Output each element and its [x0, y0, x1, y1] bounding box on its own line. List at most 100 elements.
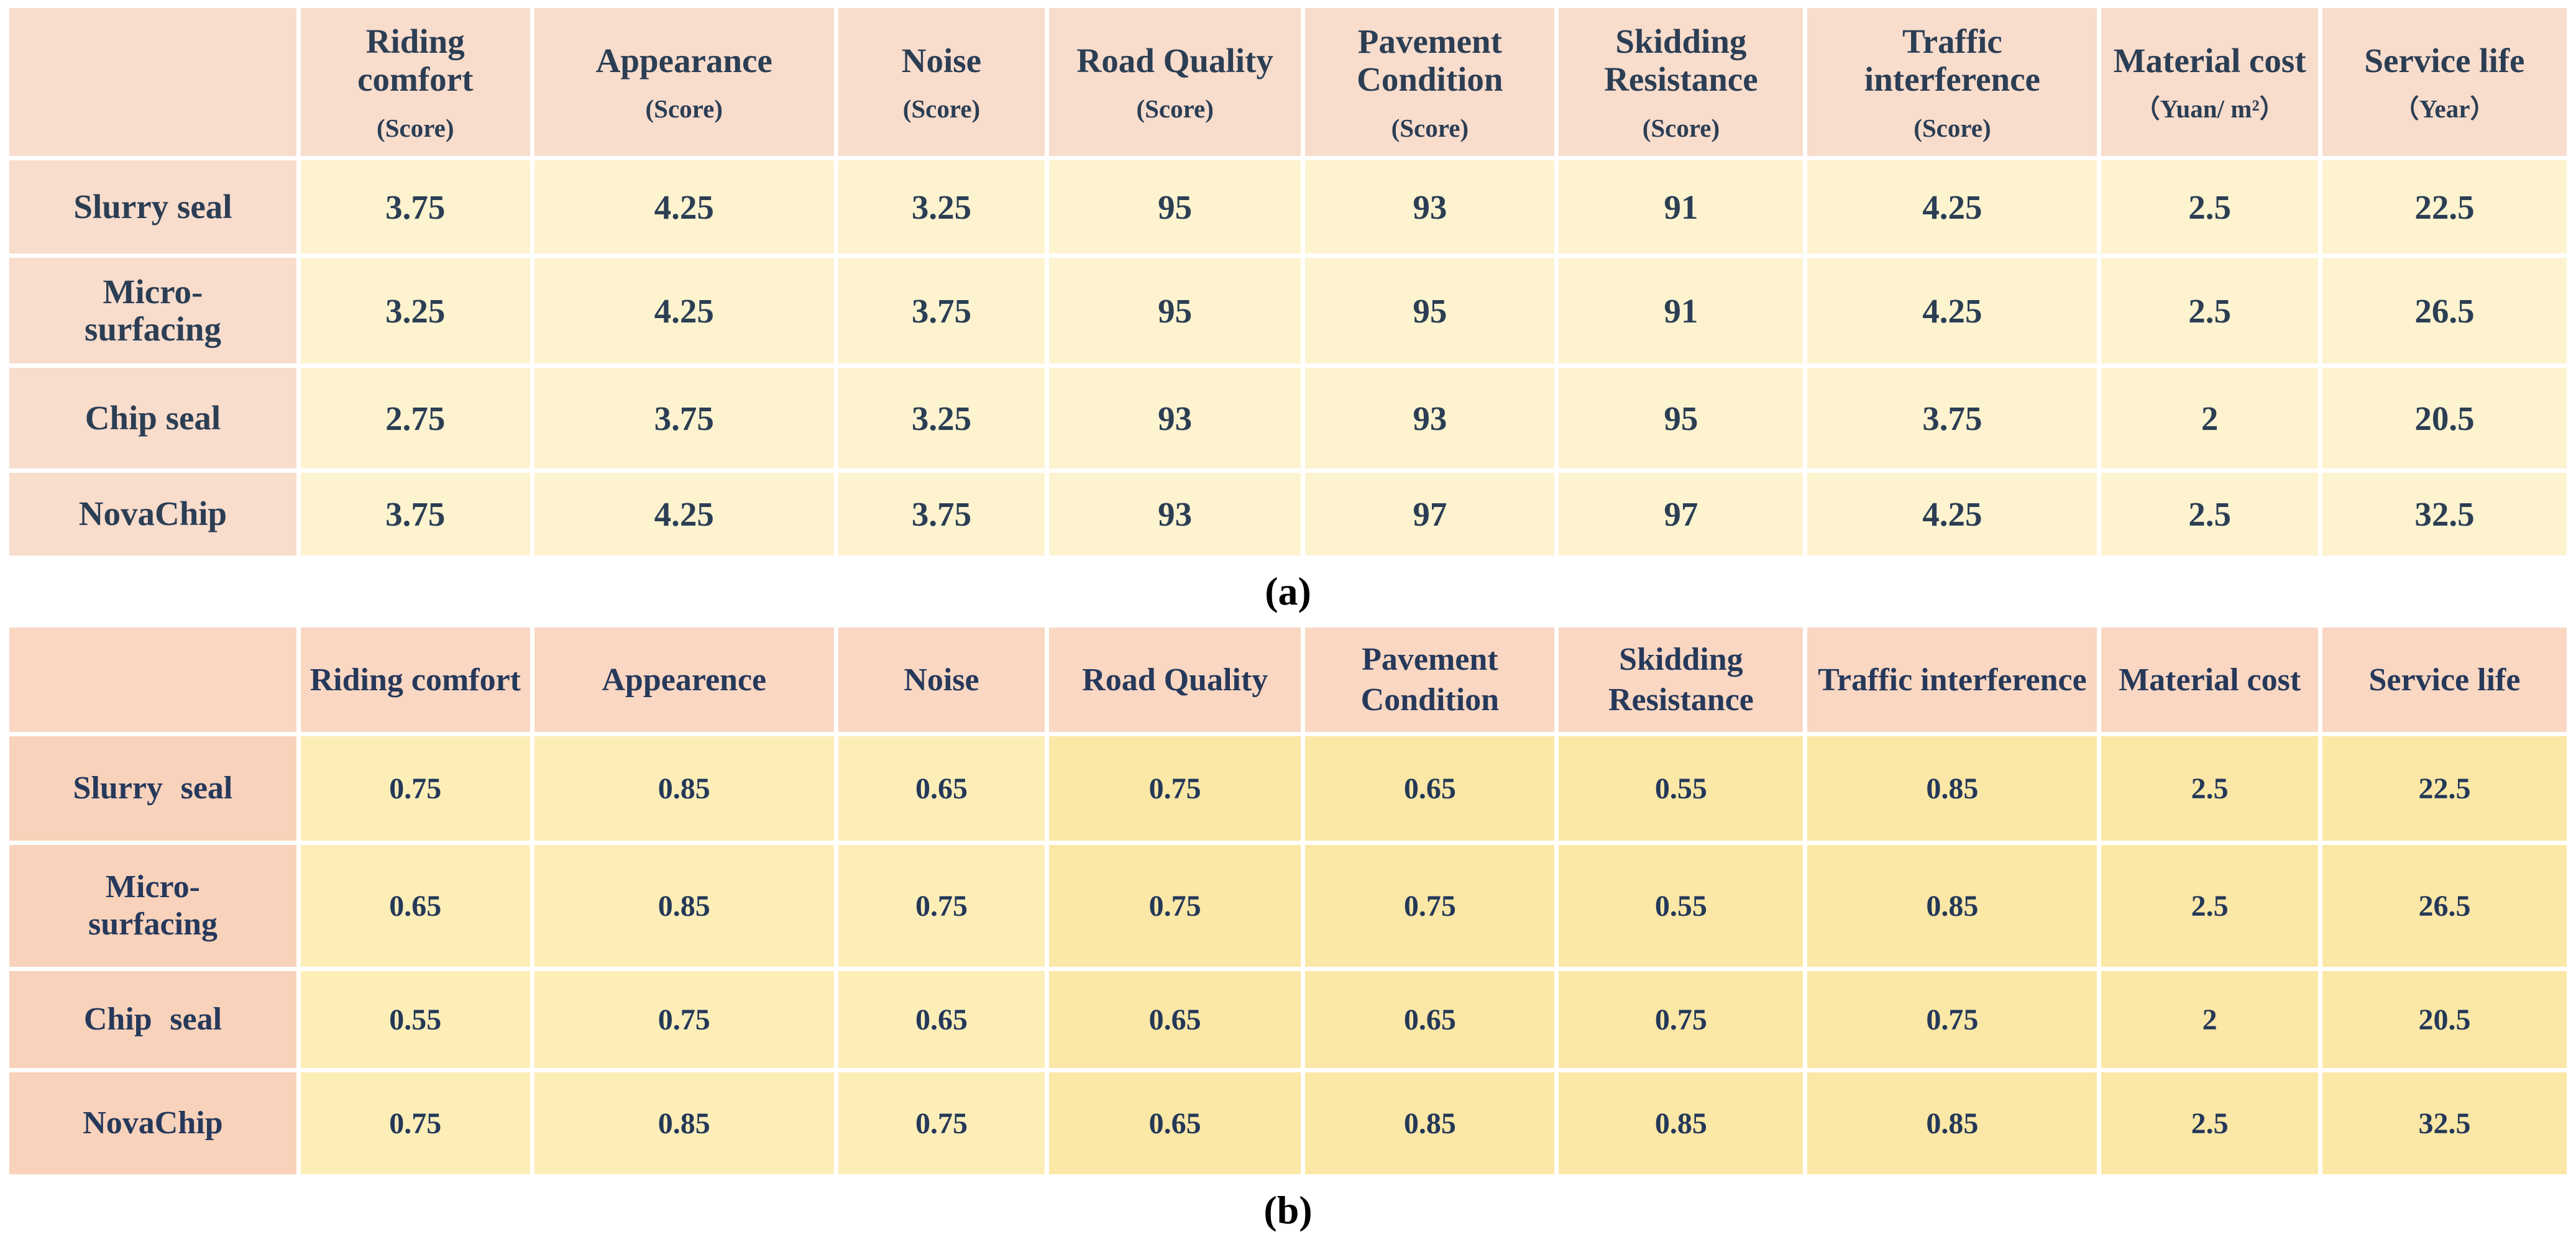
data-cell: 20.5: [2322, 971, 2567, 1068]
row-label: Micro- surfacing: [9, 845, 296, 967]
row-label: Slurry seal: [9, 160, 296, 253]
data-cell: 0.85: [1807, 1072, 2097, 1174]
column-header-traffic-interference: Traffic interference (Score): [1807, 8, 2097, 156]
column-header-skidding-resistance: Skidding Resistance (Score): [1559, 8, 1804, 156]
column-subtitle: (Score): [1136, 94, 1214, 124]
data-cell: 95: [1305, 258, 1555, 363]
column-title: Material cost: [2119, 662, 2301, 698]
column-title: Pavement Condition: [1360, 642, 1500, 718]
data-cell: 2: [2101, 368, 2318, 468]
column-title: Service life: [2368, 662, 2521, 698]
data-cell: 20.5: [2322, 368, 2567, 468]
data-cell: 3.75: [300, 160, 530, 253]
column-header-appearance: Appearance (Score): [534, 8, 834, 156]
data-cell: 0.65: [1305, 971, 1555, 1068]
row-label: Chip seal: [9, 971, 296, 1068]
data-cell: 97: [1559, 473, 1804, 555]
table-row: NovaChip 0.75 0.85 0.75 0.65 0.85 0.85 0…: [9, 1072, 2567, 1174]
data-cell: 0.65: [300, 845, 530, 967]
column-title: Road Quality: [1082, 662, 1268, 698]
data-cell: 91: [1559, 258, 1804, 363]
row-label: NovaChip: [9, 473, 296, 555]
data-cell: 0.75: [1049, 736, 1301, 841]
data-cell: 22.5: [2322, 736, 2567, 841]
data-cell: 2.75: [300, 368, 530, 468]
caption-a: (a): [1265, 569, 1311, 613]
column-header-service-life: Service life: [2322, 628, 2567, 732]
data-cell: 0.75: [1305, 845, 1555, 967]
column-subtitle: (Score): [377, 114, 454, 143]
column-title: Pavement Condition: [1357, 22, 1503, 99]
data-cell: 93: [1305, 368, 1555, 468]
column-header-material-cost: Material cost （Yuan/ m²）: [2101, 8, 2318, 156]
row-label: Micro- surfacing: [9, 258, 296, 363]
data-cell: 0.65: [838, 971, 1045, 1068]
column-header-pavement-condition: Pavement Condition (Score): [1305, 8, 1555, 156]
data-cell: 0.75: [838, 1072, 1045, 1174]
data-cell: 2: [2101, 971, 2318, 1068]
data-cell: 4.25: [534, 160, 834, 253]
column-title: Skidding Resistance: [1604, 22, 1758, 99]
column-title: Traffic interference: [1818, 662, 2087, 698]
data-cell: 0.55: [300, 971, 530, 1068]
column-subtitle: （Yuan/ m²）: [2134, 94, 2285, 124]
data-cell: 4.25: [1807, 160, 2097, 253]
column-header-traffic-interference: Traffic interference: [1807, 628, 2097, 732]
data-cell: 95: [1559, 368, 1804, 468]
data-cell: 3.25: [838, 368, 1045, 468]
data-cell: 22.5: [2322, 160, 2567, 253]
data-cell: 0.65: [1305, 736, 1555, 841]
data-cell: 0.75: [1049, 845, 1301, 967]
corner-cell: [9, 8, 296, 156]
data-cell: 3.25: [838, 160, 1045, 253]
row-label: NovaChip: [9, 1072, 296, 1174]
data-cell: 4.25: [534, 473, 834, 555]
data-cell: 0.85: [1807, 736, 2097, 841]
data-cell: 93: [1049, 368, 1301, 468]
column-header-pavement-condition: Pavement Condition: [1305, 628, 1555, 732]
data-cell: 26.5: [2322, 845, 2567, 967]
data-cell: 3.75: [534, 368, 834, 468]
row-label: Slurry seal: [9, 736, 296, 841]
column-header-material-cost: Material cost: [2101, 628, 2318, 732]
data-cell: 0.75: [1559, 971, 1804, 1068]
data-cell: 0.55: [1559, 736, 1804, 841]
table-b: Riding comfort Appearence Noise Road Qua…: [5, 623, 2571, 1179]
data-cell: 0.75: [1807, 971, 2097, 1068]
data-cell: 0.85: [1559, 1072, 1804, 1174]
data-cell: 0.65: [1049, 1072, 1301, 1174]
column-header-road-quality: Road Quality (Score): [1049, 8, 1301, 156]
column-title: Appearence: [602, 662, 767, 698]
table-row: Micro- surfacing 0.65 0.85 0.75 0.75 0.7…: [9, 845, 2567, 967]
caption-b: (b): [1263, 1188, 1313, 1232]
data-cell: 2.5: [2101, 160, 2318, 253]
data-cell: 4.25: [534, 258, 834, 363]
data-cell: 93: [1305, 160, 1555, 253]
data-cell: 0.65: [838, 736, 1045, 841]
column-header-skidding-resistance: Skidding Resistance: [1559, 628, 1804, 732]
data-cell: 97: [1305, 473, 1555, 555]
data-cell: 2.5: [2101, 736, 2318, 841]
table-row: NovaChip 3.75 4.25 3.75 93 97 97 4.25 2.…: [9, 473, 2567, 555]
data-cell: 2.5: [2101, 473, 2318, 555]
column-header-riding-comfort: Riding comfort: [300, 628, 530, 732]
data-cell: 3.25: [300, 258, 530, 363]
column-subtitle: (Score): [1642, 114, 1720, 143]
column-header-appearence: Appearence: [534, 628, 834, 732]
column-subtitle: (Score): [902, 94, 981, 124]
column-title: Appearance: [595, 41, 772, 80]
column-title: Road Quality: [1076, 41, 1273, 80]
column-title: Riding comfort: [357, 22, 474, 99]
column-title: Riding comfort: [309, 662, 521, 698]
column-title: Skidding Resistance: [1608, 642, 1754, 718]
column-subtitle: (Score): [1914, 114, 1991, 143]
column-subtitle: （Year）: [2393, 94, 2496, 124]
data-cell: 32.5: [2322, 473, 2567, 555]
column-title: Service life: [2364, 41, 2525, 80]
data-cell: 3.75: [1807, 368, 2097, 468]
data-cell: 2.5: [2101, 1072, 2318, 1174]
data-cell: 32.5: [2322, 1072, 2567, 1174]
data-cell: 2.5: [2101, 845, 2318, 967]
table-row: Slurry seal 3.75 4.25 3.25 95 93 91 4.25…: [9, 160, 2567, 253]
